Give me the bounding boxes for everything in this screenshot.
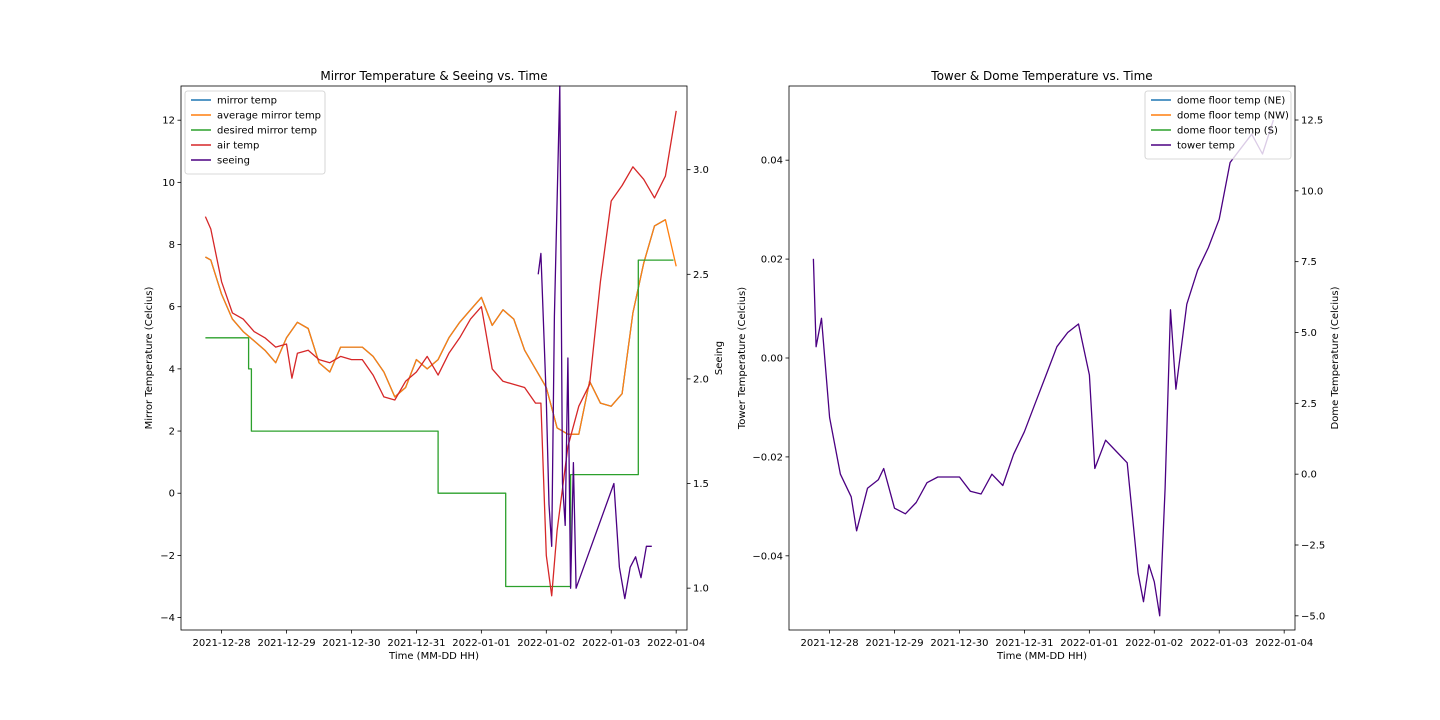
legend-box [1144, 90, 1292, 160]
series-line-seeing [537, 85, 652, 600]
x-tick-label: 2021-12-28 [193, 638, 251, 649]
mirror-temperature-chart: Mirror Temperature & Seeing vs. Time 202… [144, 69, 725, 662]
x-tick-label: 2022-01-01 [1060, 638, 1118, 649]
y-right-tick-label: 2.5 [1301, 399, 1317, 410]
legend-entry: desired mirror temp [217, 126, 317, 137]
x-tick-label: 2021-12-31 [995, 638, 1053, 649]
y-right-tick-label: 1.5 [693, 479, 709, 490]
y-axis-right-label: Seeing [714, 341, 725, 375]
legend-entry: seeing [217, 156, 250, 167]
y-right-tick-label: 5.0 [1301, 328, 1317, 339]
x-tick-label: 2021-12-30 [930, 638, 988, 649]
series-line-desired-mirror-temp [205, 259, 674, 588]
x-tick-label: 2022-01-01 [452, 638, 510, 649]
y-right-tick-label: 2.0 [693, 374, 709, 385]
y-tick-label: 6 [169, 302, 175, 313]
y-right-tick-label: 10.0 [1301, 186, 1323, 197]
y-tick-label: 8 [169, 240, 175, 251]
axes-frame [788, 85, 1296, 631]
x-tick-label: 2021-12-28 [801, 638, 859, 649]
y-tick-label: 10 [162, 178, 175, 189]
x-tick-label: 2022-01-04 [1255, 638, 1313, 649]
x-tick-label: 2022-01-03 [1190, 638, 1248, 649]
y-tick-label: 0.04 [761, 156, 783, 167]
y-tick-label: −4 [160, 613, 175, 624]
axes-frame [180, 85, 688, 631]
y-tick-label: 4 [169, 364, 175, 375]
legend-entry: tower temp [1177, 141, 1235, 152]
y-right-tick-label: 2.5 [693, 270, 709, 281]
x-axis-label: Time (MM-DD HH) [996, 651, 1087, 662]
x-tick-label: 2022-01-02 [517, 638, 575, 649]
series-line-tower-temp [812, 119, 1275, 617]
y-tick-label: 2 [169, 427, 175, 438]
legend-box [184, 90, 326, 175]
legend: mirror temp average mirror temp desired mi… [184, 90, 326, 175]
legend: dome floor temp (NE) dome floor temp (NW)… [1144, 90, 1292, 160]
x-tick-label: 2022-01-02 [1125, 638, 1183, 649]
x-axis-label: Time (MM-DD HH) [388, 651, 479, 662]
y-tick-label: 0 [169, 489, 175, 500]
legend-entry: average mirror temp [217, 111, 321, 122]
legend-entry: air temp [217, 141, 259, 152]
series-line-mirror-temp [205, 219, 666, 435]
x-tick-label: 2022-01-04 [647, 638, 705, 649]
series-line-average-mirror-temp [205, 219, 677, 435]
y-axis-label: Mirror Temperature (Celcius) [144, 287, 155, 430]
legend-entry: mirror temp [217, 96, 277, 107]
y-right-tick-label: 0.0 [1301, 470, 1317, 481]
legend-entry: dome floor temp (NW) [1177, 111, 1289, 122]
y-tick-label: 0.02 [761, 255, 783, 266]
y-axis-right-label: Dome Temperature (Celcius) [1330, 286, 1341, 429]
x-tick-label: 2021-12-29 [865, 638, 923, 649]
legend-entry: dome floor temp (S) [1177, 126, 1278, 137]
y-right-tick-label: −5.0 [1301, 611, 1325, 622]
x-tick-label: 2022-01-03 [582, 638, 640, 649]
series-line-air-temp [204, 110, 677, 597]
y-tick-label: −2 [160, 551, 175, 562]
y-tick-label: 12 [162, 116, 175, 127]
y-tick-label: −0.04 [752, 551, 783, 562]
y-right-tick-label: 7.5 [1301, 257, 1317, 268]
legend-entry: dome floor temp (NE) [1177, 96, 1285, 107]
x-tick-label: 2021-12-29 [257, 638, 315, 649]
tower-dome-temperature-chart: Tower & Dome Temperature vs. Time 2021-1… [737, 69, 1341, 662]
y-right-tick-label: 1.0 [693, 584, 709, 595]
y-tick-label: 0.00 [761, 354, 783, 365]
y-axis-label: Tower Temperature (Celcius) [737, 287, 748, 430]
chart-title: Mirror Temperature & Seeing vs. Time [320, 69, 547, 83]
y-tick-label: −0.02 [752, 452, 783, 463]
y-right-tick-label: 3.0 [693, 165, 709, 176]
y-right-tick-label: 12.5 [1301, 116, 1323, 127]
chart-title: Tower & Dome Temperature vs. Time [930, 69, 1152, 83]
y-right-tick-label: −2.5 [1301, 541, 1325, 552]
x-tick-label: 2021-12-30 [322, 638, 380, 649]
x-tick-label: 2021-12-31 [387, 638, 445, 649]
